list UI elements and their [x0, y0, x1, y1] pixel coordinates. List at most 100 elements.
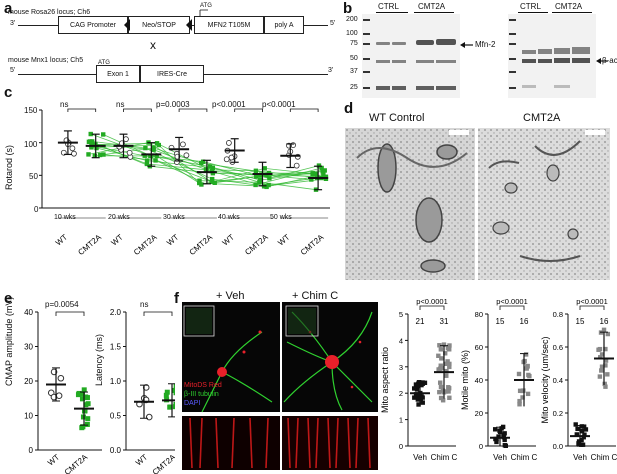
rotarod-cmt2a-point	[262, 166, 267, 171]
rotarod-cmt2a-point	[209, 176, 215, 182]
blot-left-ctrl: CTRL	[378, 2, 399, 11]
e-ytick-label: 0	[29, 446, 34, 455]
f-data-point	[439, 365, 445, 371]
e-ytick-label: 1.5	[110, 343, 122, 352]
rotarod-cmt2a-point	[89, 145, 94, 150]
marker-200: 200	[346, 16, 358, 23]
f-data-point	[596, 347, 601, 352]
rotarod-cmt2a-point	[90, 142, 96, 147]
e-cmt2a-point	[81, 387, 87, 393]
f-data-point	[436, 367, 441, 372]
f-data-point	[438, 384, 444, 390]
f-data-point	[416, 402, 421, 407]
row1-5prime: 5'	[330, 20, 336, 27]
e-ytick-label: 30	[24, 343, 33, 352]
rotarod-cmt2a-point	[101, 152, 106, 157]
f-data-point	[601, 327, 607, 333]
rotarod-cmt2a-point	[142, 153, 147, 158]
e-wt-point	[145, 413, 153, 421]
rotarod-ytick-100: 100	[24, 140, 38, 149]
rotarod-plot: WT CMT2A WT CMT2A WT CMT2A WT CMT2A WT CMT2A	[39, 108, 330, 257]
e-cmt2a-point	[85, 416, 91, 422]
f-data-point	[437, 380, 443, 385]
rotarod-group-label: WT	[165, 233, 180, 248]
f-n-label: 16	[600, 317, 609, 326]
panel-label-e: e	[4, 290, 13, 307]
f-data-point	[447, 364, 452, 370]
mnx1-locus-label: mouse Mnx1 locus; Ch5	[8, 57, 84, 64]
ires-cre-box: IRES-Cre	[140, 65, 204, 83]
rotarod-cmt2a-point	[143, 145, 148, 151]
f-ytick-label: 4	[399, 336, 403, 345]
rotarod-cmt2a-point	[209, 179, 214, 185]
e-cmt2a-point	[173, 383, 175, 389]
f-data-point	[598, 355, 603, 360]
f-data-point	[414, 387, 420, 392]
f-ytick-label: 80	[475, 310, 483, 319]
rotarod-sig-50wks: p<0.0001	[262, 100, 296, 109]
f-data-point	[446, 389, 451, 394]
f-data-point	[579, 428, 585, 434]
f-data-point	[437, 389, 442, 395]
f-ylabel: Mito velocity (um/sec)	[540, 336, 550, 423]
rotarod-cmt2a-point	[154, 141, 160, 146]
fluorescence-images: MitoDS Red β-III tubulin DAPI	[182, 302, 378, 470]
rotarod-cmt2a-point	[154, 153, 159, 159]
rotarod-group-label: CMT2A	[299, 232, 326, 257]
panel-f-plots: 0 1 2 3 4 5 Mito aspect ratio p<0.0001 21 Veh 31 Ch…	[380, 297, 617, 462]
f-group-label: Veh	[413, 453, 427, 462]
f-n-label: 31	[440, 317, 449, 326]
f-ytick-label: 60	[475, 343, 483, 352]
f-ytick-label: 2	[399, 389, 403, 398]
rotarod-group-label: WT	[54, 233, 69, 248]
bactin-arrow-label: β-actin	[602, 56, 617, 65]
legend-mitods: MitoDS Red	[184, 382, 222, 389]
f-data-point	[525, 363, 530, 369]
f-ytick-label: 40	[475, 376, 483, 385]
marker-25: 25	[350, 84, 358, 91]
f-data-point	[413, 392, 419, 397]
f-n-label: 21	[416, 317, 425, 326]
rotarod-wt-point	[293, 162, 300, 169]
rotarod-wt-point	[228, 154, 235, 161]
f-data-point	[520, 388, 525, 394]
rotarod-week-30: 30 wks	[163, 214, 185, 221]
rotarod-ytick-150: 150	[24, 106, 38, 115]
f-ytick-label: 0.0	[553, 442, 563, 451]
f-data-point	[502, 437, 507, 443]
rotarod-cmt2a-point	[266, 170, 272, 176]
f-data-point	[444, 373, 449, 378]
f-data-point	[524, 366, 529, 371]
f-data-point	[420, 400, 425, 405]
row2-3prime: 3'	[328, 67, 334, 74]
f-data-point	[522, 358, 527, 364]
rotarod-group-label: CMT2A	[76, 232, 103, 257]
f-data-point	[446, 385, 451, 390]
em-wt-title: WT Control	[369, 112, 425, 124]
f-data-point	[496, 434, 501, 439]
f-ylabel: Mito aspect ratio	[380, 347, 390, 413]
chim-title: + Chim C	[292, 290, 339, 302]
rotarod-wt-point	[225, 140, 232, 146]
f-data-point	[599, 364, 605, 369]
f-data-point	[579, 437, 584, 443]
rotarod-week-40: 40 wks	[218, 214, 240, 221]
atg1-label: ATG	[200, 3, 212, 9]
f-data-point	[415, 383, 421, 389]
rotarod-cmt2a-point	[253, 182, 258, 188]
f-sig-label: p<0.0001	[576, 297, 608, 306]
f-data-point	[581, 424, 587, 429]
f-data-point	[525, 391, 531, 397]
cmap-sig: p=0.0054	[45, 300, 79, 309]
f-ytick-label: 0	[399, 442, 403, 451]
rotarod-cmt2a-point	[86, 152, 91, 157]
f-data-point	[523, 352, 529, 357]
e-cmt2a-point	[84, 395, 90, 401]
e-ytick-label: 0.5	[110, 412, 122, 421]
rotarod-group-label: WT	[221, 233, 236, 248]
rotarod-sig-bracket	[178, 108, 208, 112]
f-data-point	[574, 432, 579, 437]
rotarod-cmt2a-point	[321, 172, 326, 177]
f-ytick-label: 0.2	[553, 409, 563, 418]
panel-label-a: a	[4, 0, 13, 17]
